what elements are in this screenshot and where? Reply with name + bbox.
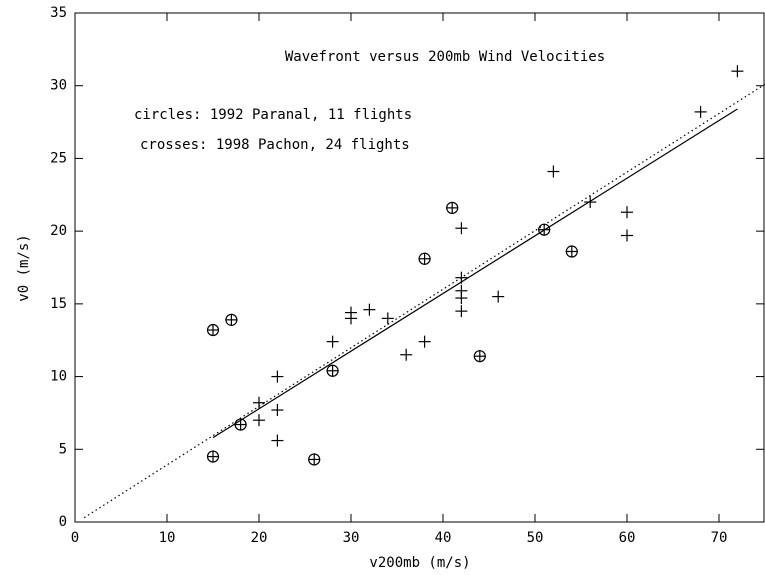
cross-marker [418, 335, 431, 348]
cross-marker [492, 290, 505, 303]
cross-marker [455, 292, 468, 305]
cross-marker [455, 271, 468, 284]
circle-marker [326, 364, 339, 377]
circle-marker [225, 313, 238, 326]
y-tick-label: 0 [59, 514, 67, 530]
cross-marker [253, 414, 265, 427]
y-tick-label: 15 [50, 296, 67, 312]
circle-marker [308, 453, 321, 466]
cross-marker [621, 206, 633, 219]
cross-marker [455, 305, 468, 318]
x-tick-label: 70 [711, 530, 728, 546]
cross-marker [271, 404, 284, 417]
cross-marker [455, 222, 468, 235]
circle-marker [446, 201, 459, 214]
circle-marker [418, 252, 431, 265]
cross-marker [621, 229, 633, 242]
y-tick-label: 5 [59, 441, 67, 457]
cross-marker [731, 65, 744, 78]
x-axis-label: v200mb (m/s) [369, 555, 470, 571]
cross-marker [547, 165, 560, 178]
circle-marker [538, 223, 551, 236]
circle-marker [234, 418, 247, 431]
x-tick-label: 0 [71, 530, 79, 546]
plot-frame [74, 12, 765, 523]
chart-title: Wavefront versus 200mb Wind Velocities [285, 49, 605, 65]
y-tick-label: 30 [50, 78, 67, 94]
y-tick-label: 35 [50, 5, 67, 21]
cross-marker [584, 196, 597, 209]
y-tick-label: 20 [50, 223, 67, 239]
x-tick-label: 30 [343, 530, 360, 546]
x-tick-label: 20 [251, 530, 268, 546]
cross-marker [253, 396, 265, 409]
y-tick-label: 10 [50, 369, 67, 385]
circle-marker [473, 350, 486, 363]
x-tick-label: 60 [619, 530, 636, 546]
y-axis-label: v0 (m/s) [16, 234, 32, 301]
x-tick-label: 10 [159, 530, 176, 546]
cross-marker [326, 335, 339, 348]
cross-marker [381, 312, 394, 325]
x-tick-label: 50 [527, 530, 544, 546]
circle-marker [206, 323, 220, 337]
cross-marker [694, 105, 707, 118]
cross-marker [400, 348, 413, 361]
circle-marker [206, 450, 220, 463]
cross-marker [271, 370, 284, 383]
cross-marker [271, 434, 284, 447]
cross-marker [363, 303, 376, 316]
y-tick-label: 25 [50, 150, 67, 166]
x-tick-label: 40 [435, 530, 452, 546]
fit-line [212, 108, 738, 439]
cross-marker [345, 312, 357, 325]
annotation: crosses: 1998 Pachon, 24 flights [140, 137, 410, 153]
annotation: circles: 1992 Paranal, 11 flights [134, 107, 412, 123]
circle-marker [565, 245, 578, 258]
